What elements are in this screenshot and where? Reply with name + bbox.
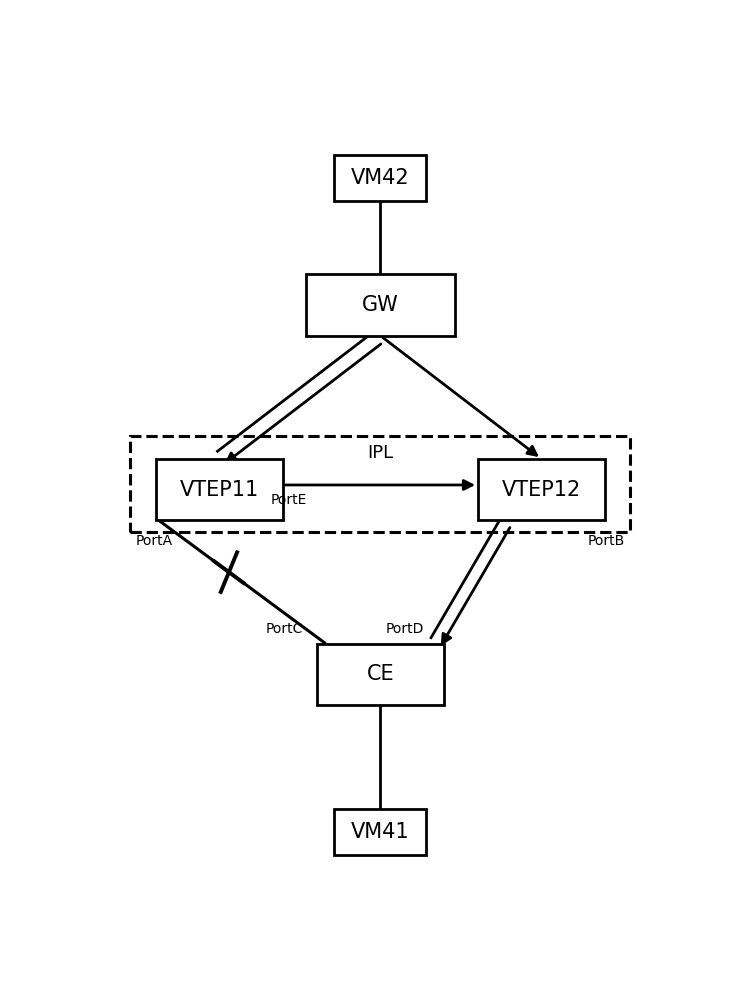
Text: VTEP12: VTEP12 [502, 480, 581, 500]
Text: PortC: PortC [266, 622, 303, 636]
Text: PortA: PortA [136, 534, 173, 548]
FancyBboxPatch shape [335, 155, 426, 201]
Text: VM42: VM42 [351, 168, 410, 188]
Text: VTEP11: VTEP11 [180, 480, 259, 500]
FancyBboxPatch shape [335, 809, 426, 855]
Text: IPL: IPL [367, 444, 393, 462]
Text: PortB: PortB [588, 534, 625, 548]
FancyBboxPatch shape [317, 644, 444, 705]
Text: PortD: PortD [386, 622, 424, 636]
Text: CE: CE [367, 664, 394, 684]
Text: PortE: PortE [271, 493, 307, 507]
Text: VM41: VM41 [351, 822, 410, 842]
FancyBboxPatch shape [478, 459, 605, 520]
Text: GW: GW [362, 295, 398, 315]
FancyBboxPatch shape [156, 459, 283, 520]
FancyBboxPatch shape [306, 274, 455, 336]
